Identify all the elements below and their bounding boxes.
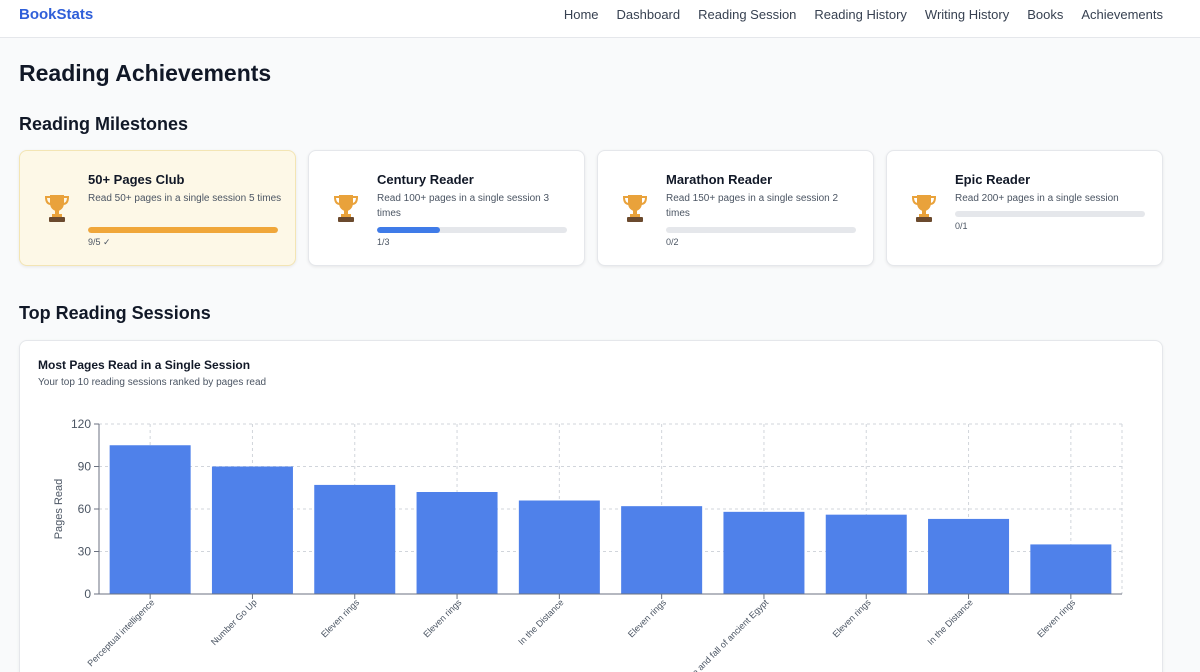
bar[interactable] xyxy=(928,518,1010,594)
y-axis-label: Pages Read xyxy=(53,479,65,540)
x-tick-label: Perceptual intelligence xyxy=(85,597,156,668)
bar[interactable] xyxy=(1030,544,1112,594)
milestone-progress-bar xyxy=(88,227,278,233)
milestone-progress-fill xyxy=(88,227,278,233)
milestone-progress-bar xyxy=(377,227,567,233)
x-tick-label: Eleven rings xyxy=(319,597,361,639)
milestone-title: Epic Reader xyxy=(955,172,1031,187)
trophy-icon xyxy=(333,195,359,222)
milestone-description: Read 200+ pages in a single session xyxy=(955,193,1119,204)
x-tick-label: Eleven rings xyxy=(421,597,463,639)
milestone-card: Epic Reader Read 200+ pages in a single s… xyxy=(886,150,1163,266)
bar[interactable] xyxy=(211,466,293,595)
milestone-progress-text: 0/2 xyxy=(666,237,679,247)
x-tick-label: In the Distance xyxy=(516,597,566,647)
milestone-progress-bar xyxy=(955,211,1145,217)
y-tick-label: 30 xyxy=(78,545,92,559)
page-title: Reading Achievements xyxy=(19,60,272,86)
x-tick-label: Eleven rings xyxy=(1035,597,1077,639)
bar[interactable] xyxy=(416,492,498,594)
milestone-description: Read 50+ pages in a single session 5 tim… xyxy=(88,193,282,204)
y-tick-label: 0 xyxy=(84,587,91,601)
nav-link-achievements[interactable]: Achievements xyxy=(1081,7,1163,22)
top-sessions-section-title: Top Reading Sessions xyxy=(19,303,211,323)
brand-logo-link[interactable]: BookStats xyxy=(19,6,94,23)
nav-link-books[interactable]: Books xyxy=(1027,7,1064,22)
bar[interactable] xyxy=(723,511,805,594)
x-tick-label: Rise and fall of ancient Egypt xyxy=(681,597,771,672)
bar[interactable] xyxy=(621,506,703,594)
nav-links: Home Dashboard Reading Session Reading H… xyxy=(564,7,1163,22)
milestone-card: Marathon Reader Read 150+ pages in a sing… xyxy=(597,150,874,266)
pages-read-bar-chart: 0 30 60 90 120 Perceptual intelligence Number … xyxy=(53,417,1123,672)
milestone-card: Century Reader Read 100+ pages in a singl… xyxy=(308,150,585,266)
trophy-icon xyxy=(44,195,70,222)
milestone-cards: 50+ Pages Club Read 50+ pages in a single… xyxy=(19,150,1163,266)
top-sessions-chart-card: 0 30 60 90 120 Perceptual intelligence Number … xyxy=(19,340,1163,672)
trophy-icon xyxy=(911,195,937,222)
nav-link-home[interactable]: Home xyxy=(563,7,599,22)
bar[interactable] xyxy=(314,484,396,594)
milestone-progress-text: 1/3 xyxy=(377,237,390,247)
milestone-progress-bar xyxy=(666,227,856,233)
milestone-title: 50+ Pages Club xyxy=(88,172,185,187)
milestone-title: Marathon Reader xyxy=(666,172,773,187)
trophy-icon xyxy=(622,195,648,222)
chart-subtitle: Your top 10 reading sessions ranked by p… xyxy=(38,377,267,388)
x-tick-label: In the Distance xyxy=(925,597,975,647)
bar[interactable] xyxy=(825,514,907,594)
bar[interactable] xyxy=(109,445,191,594)
milestone-progress-fill xyxy=(377,227,441,233)
x-tick-label: Eleven rings xyxy=(626,597,668,639)
milestone-title: Century Reader xyxy=(377,172,474,187)
milestone-description: Read 150+ pages in a single session 2 ti… xyxy=(666,193,839,219)
nav-link-writing-history[interactable]: Writing History xyxy=(924,7,1010,22)
top-navbar: BookStats Home Dashboard Reading Session… xyxy=(0,0,1200,38)
bar[interactable] xyxy=(518,500,600,595)
milestone-card: 50+ Pages Club Read 50+ pages in a single… xyxy=(19,150,296,266)
milestones-section-title: Reading Milestones xyxy=(19,114,189,134)
nav-link-reading-history[interactable]: Reading History xyxy=(814,7,907,22)
milestone-progress-text: 0/1 xyxy=(955,221,968,231)
chart-title: Most Pages Read in a Single Session xyxy=(38,358,251,372)
y-tick-label: 120 xyxy=(71,417,91,431)
nav-link-reading-session[interactable]: Reading Session xyxy=(698,7,797,22)
y-tick-label: 90 xyxy=(78,460,92,474)
x-tick-label: Number Go Up xyxy=(209,597,259,647)
milestone-progress-text: 9/5 ✓ xyxy=(88,237,111,247)
nav-link-dashboard[interactable]: Dashboard xyxy=(616,7,681,22)
x-tick-label: Eleven rings xyxy=(831,597,873,639)
milestone-description: Read 100+ pages in a single session 3 ti… xyxy=(377,193,550,219)
y-tick-label: 60 xyxy=(78,502,92,516)
